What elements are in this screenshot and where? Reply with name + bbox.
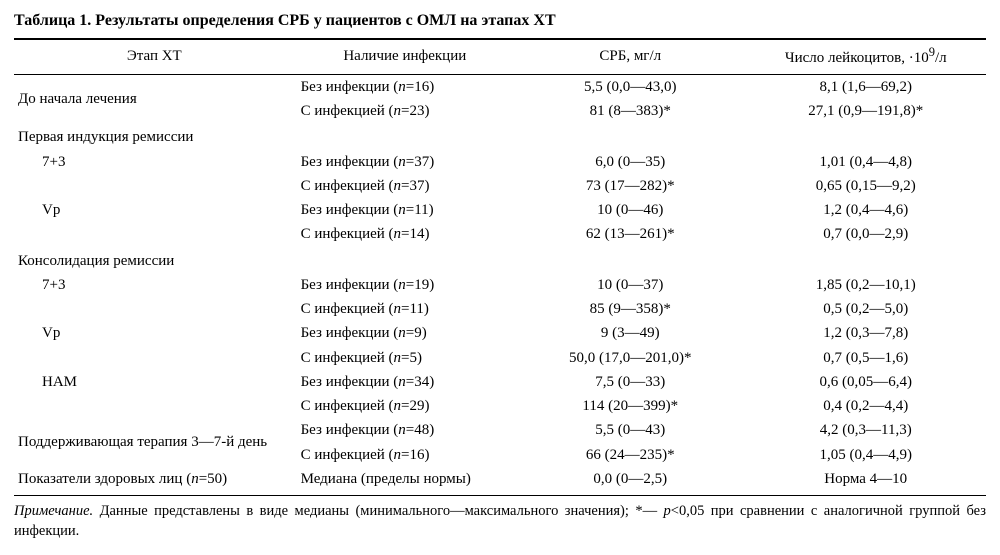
leuko-cell: 0,65 (0,15—9,2): [745, 174, 986, 198]
stage-cell: Vр: [14, 198, 295, 222]
table-row: С инфекцией (n=14)62 (13—261)*0,7 (0,0—2…: [14, 222, 986, 246]
infection-cell: Без инфекции (n=48): [295, 418, 515, 442]
stage-cell: Поддерживающая терапия 3—7-й день: [14, 418, 295, 467]
crp-cell: 0,0 (0—2,5): [515, 467, 745, 496]
table-row: 7+3Без инфекции (n=19)10 (0—37)1,85 (0,2…: [14, 273, 986, 297]
table-row: С инфекцией (n=37)73 (17—282)*0,65 (0,15…: [14, 174, 986, 198]
title-prefix: Таблица 1.: [14, 12, 91, 29]
table-footnote: Примечание. Данные представлены в виде м…: [14, 496, 986, 541]
crp-cell: 81 (8—383)*: [515, 99, 745, 123]
leuko-cell: 4,2 (0,3—11,3): [745, 418, 986, 442]
leuko-cell: 0,5 (0,2—5,0): [745, 297, 986, 321]
leuko-cell: 1,85 (0,2—10,1): [745, 273, 986, 297]
infection-cell: С инфекцией (n=11): [295, 297, 515, 321]
crp-cell: 5,5 (0,0—43,0): [515, 74, 745, 99]
stage-cell: [14, 394, 295, 418]
col-crp: СРБ, мг/л: [515, 40, 745, 75]
stage-cell: [14, 222, 295, 246]
stage-cell: 7+3: [14, 273, 295, 297]
leuko-cell: 1,05 (0,4—4,9): [745, 443, 986, 467]
crp-cell: 66 (24—235)*: [515, 443, 745, 467]
stage-cell: 7+3: [14, 150, 295, 174]
section-heading: Консолидация ремиссии: [14, 247, 986, 273]
infection-cell: С инфекцией (n=14): [295, 222, 515, 246]
infection-cell: Без инфекции (n=9): [295, 321, 515, 345]
infection-cell: Без инфекции (n=34): [295, 370, 515, 394]
crp-cell: 10 (0—46): [515, 198, 745, 222]
leuko-cell: 8,1 (1,6—69,2): [745, 74, 986, 99]
leuko-cell: 27,1 (0,9—191,8)*: [745, 99, 986, 123]
infection-cell: С инфекцией (n=16): [295, 443, 515, 467]
table-row: HAMБез инфекции (n=34)7,5 (0—33)0,6 (0,0…: [14, 370, 986, 394]
infection-cell: Без инфекции (n=11): [295, 198, 515, 222]
table-row: Показатели здоровых лиц (n=50)Медиана (п…: [14, 467, 986, 496]
table-row: Поддерживающая терапия 3—7-й деньБез инф…: [14, 418, 986, 442]
infection-cell: Без инфекции (n=19): [295, 273, 515, 297]
crp-cell: 6,0 (0—35): [515, 150, 745, 174]
table-body: До начала леченияБез инфекции (n=16)5,5 …: [14, 74, 986, 495]
table-row: VрБез инфекции (n=11)10 (0—46)1,2 (0,4—4…: [14, 198, 986, 222]
col-leuko: Число лейкоцитов, ·109/л: [745, 40, 986, 75]
infection-cell: С инфекцией (n=23): [295, 99, 515, 123]
crp-cell: 7,5 (0—33): [515, 370, 745, 394]
infection-cell: Без инфекции (n=37): [295, 150, 515, 174]
table-title: Таблица 1. Результаты определения СРБ у …: [14, 10, 986, 40]
infection-cell: С инфекцией (n=37): [295, 174, 515, 198]
leuko-cell: 0,4 (0,2—4,4): [745, 394, 986, 418]
table-row: До начала леченияБез инфекции (n=16)5,5 …: [14, 74, 986, 99]
col-infection: Наличие инфекции: [295, 40, 515, 75]
stage-cell: Показатели здоровых лиц (n=50): [14, 467, 295, 496]
table-row: VрБез инфекции (n=9)9 (3—49)1,2 (0,3—7,8…: [14, 321, 986, 345]
leuko-cell: 1,2 (0,3—7,8): [745, 321, 986, 345]
leuko-cell: 1,01 (0,4—4,8): [745, 150, 986, 174]
infection-cell: С инфекцией (n=29): [295, 394, 515, 418]
col-stage: Этап ХТ: [14, 40, 295, 75]
stage-cell: [14, 297, 295, 321]
title-rest: Результаты определения СРБ у пациентов с…: [91, 12, 555, 29]
results-table: Этап ХТ Наличие инфекции СРБ, мг/л Число…: [14, 40, 986, 497]
infection-cell: Медиана (пределы нормы): [295, 467, 515, 496]
crp-cell: 62 (13—261)*: [515, 222, 745, 246]
leuko-cell: 0,6 (0,05—6,4): [745, 370, 986, 394]
crp-cell: 73 (17—282)*: [515, 174, 745, 198]
leuko-cell: Норма 4—10: [745, 467, 986, 496]
crp-cell: 10 (0—37): [515, 273, 745, 297]
stage-cell: [14, 346, 295, 370]
leuko-cell: 0,7 (0,5—1,6): [745, 346, 986, 370]
crp-cell: 50,0 (17,0—201,0)*: [515, 346, 745, 370]
stage-cell: HAM: [14, 370, 295, 394]
crp-cell: 5,5 (0—43): [515, 418, 745, 442]
crp-cell: 9 (3—49): [515, 321, 745, 345]
stage-cell: Vр: [14, 321, 295, 345]
stage-cell: [14, 174, 295, 198]
header-row: Этап ХТ Наличие инфекции СРБ, мг/л Число…: [14, 40, 986, 75]
section-heading-row: Консолидация ремиссии: [14, 247, 986, 273]
table-row: С инфекцией (n=29)114 (20—399)*0,4 (0,2—…: [14, 394, 986, 418]
table-row: С инфекцией (n=5)50,0 (17,0—201,0)*0,7 (…: [14, 346, 986, 370]
table-row: 7+3Без инфекции (n=37)6,0 (0—35)1,01 (0,…: [14, 150, 986, 174]
section-heading-row: Первая индукция ремиссии: [14, 123, 986, 149]
section-heading: Первая индукция ремиссии: [14, 123, 986, 149]
crp-cell: 114 (20—399)*: [515, 394, 745, 418]
stage-cell: До начала лечения: [14, 74, 295, 123]
table-row: С инфекцией (n=11)85 (9—358)*0,5 (0,2—5,…: [14, 297, 986, 321]
infection-cell: Без инфекции (n=16): [295, 74, 515, 99]
infection-cell: С инфекцией (n=5): [295, 346, 515, 370]
leuko-cell: 0,7 (0,0—2,9): [745, 222, 986, 246]
crp-cell: 85 (9—358)*: [515, 297, 745, 321]
leuko-cell: 1,2 (0,4—4,6): [745, 198, 986, 222]
